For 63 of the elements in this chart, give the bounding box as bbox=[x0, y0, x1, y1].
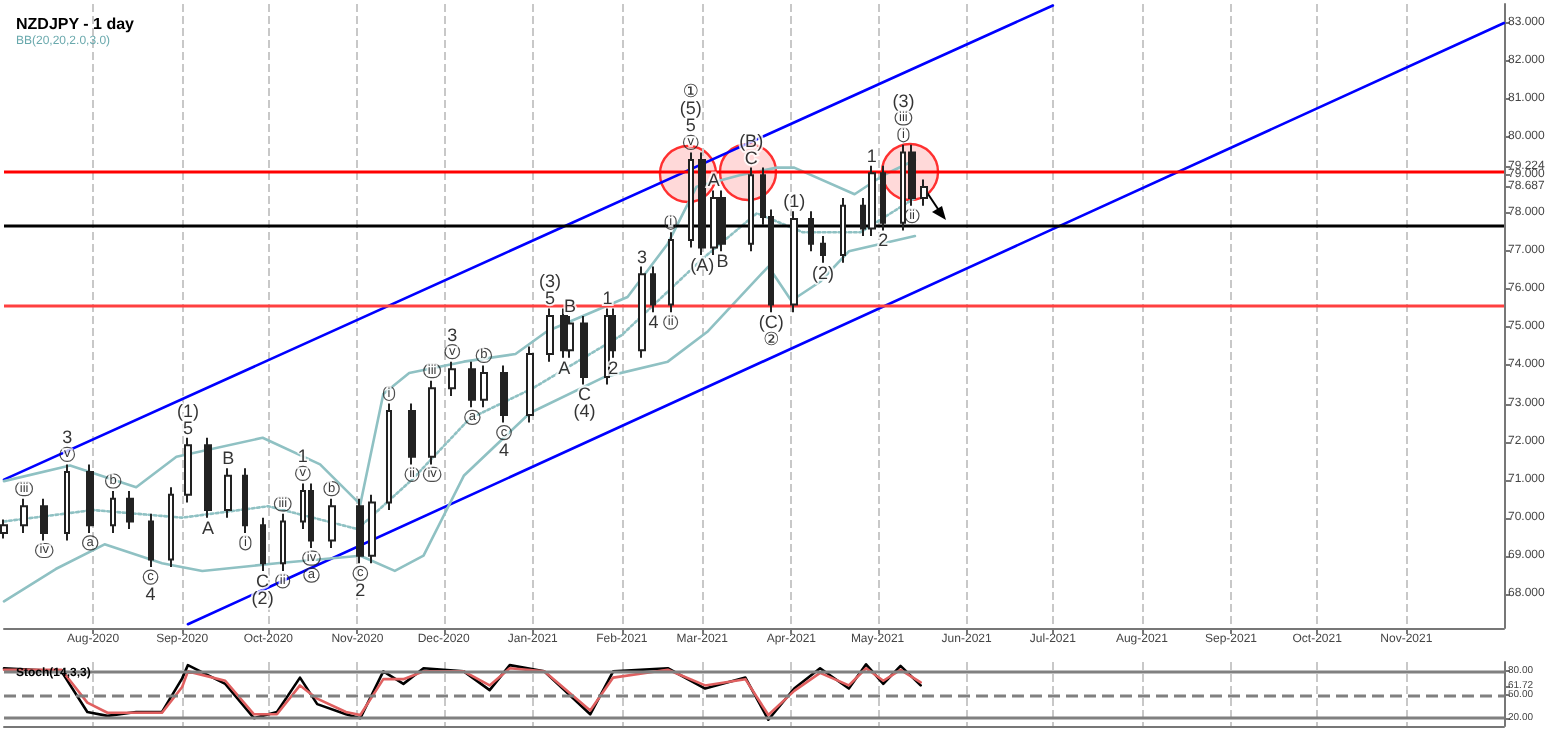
annotation: (C) bbox=[758, 312, 784, 333]
annotation: (2) bbox=[251, 587, 274, 608]
annotation: 5 bbox=[544, 288, 555, 309]
candlestick bbox=[260, 516, 266, 572]
candlestick bbox=[526, 345, 534, 424]
text: NZDJPY - 1 day bbox=[16, 15, 136, 33]
candlestick bbox=[698, 151, 706, 257]
candlestick bbox=[40, 497, 48, 542]
annotation: B bbox=[716, 251, 729, 272]
annotation: A bbox=[558, 357, 571, 378]
annotation: 2 bbox=[355, 580, 366, 601]
annotation: 2 bbox=[878, 230, 889, 251]
candlestick bbox=[224, 467, 232, 519]
annotation: (3) bbox=[538, 271, 561, 292]
candlestick bbox=[126, 490, 134, 531]
annotation: A bbox=[202, 517, 215, 538]
annotation: A bbox=[707, 170, 720, 191]
candlestick bbox=[204, 436, 212, 519]
annotation: ① bbox=[682, 81, 699, 102]
candlestick bbox=[638, 265, 646, 359]
annotation: 3 bbox=[636, 246, 647, 267]
candlestick bbox=[604, 307, 610, 386]
annotation: 3 bbox=[62, 427, 73, 448]
candlestick bbox=[242, 467, 248, 534]
candlestick bbox=[748, 166, 754, 253]
annotation: (2) bbox=[811, 262, 834, 283]
annotation: (A) bbox=[690, 255, 715, 276]
annotation: (3) bbox=[892, 90, 915, 111]
candlestick bbox=[808, 210, 814, 253]
annotation: B bbox=[222, 448, 235, 469]
candlestick bbox=[710, 189, 718, 257]
candlestick bbox=[546, 307, 554, 363]
candlestick bbox=[650, 265, 656, 314]
candlestick bbox=[566, 315, 574, 359]
annotation: (5) bbox=[679, 98, 702, 119]
annotation: ② bbox=[763, 329, 780, 350]
annotation: 4 bbox=[498, 439, 510, 460]
annotation: 4 bbox=[145, 584, 156, 605]
annotation: 1 bbox=[602, 288, 613, 309]
annotation: 4 bbox=[648, 312, 659, 333]
candlestick bbox=[840, 197, 846, 264]
candlestick bbox=[920, 178, 928, 207]
candlestick bbox=[580, 315, 588, 386]
annotation: (1) bbox=[783, 191, 806, 212]
candlestick bbox=[168, 486, 174, 569]
annotation: 1 bbox=[866, 145, 877, 166]
annotation: 5 bbox=[685, 115, 696, 136]
annotation: C bbox=[577, 384, 592, 405]
candlestick bbox=[880, 164, 886, 232]
annotation: 3 bbox=[447, 324, 458, 345]
annotation: 5 bbox=[182, 417, 193, 438]
candlestick bbox=[868, 164, 876, 238]
annotation: 1 bbox=[297, 446, 308, 467]
candlestick bbox=[368, 493, 376, 565]
annotation: C bbox=[744, 147, 759, 168]
candlestick bbox=[184, 436, 192, 504]
annotation: C bbox=[256, 570, 271, 591]
candlestick bbox=[408, 402, 416, 466]
candlestick bbox=[820, 235, 826, 264]
candlestick bbox=[718, 189, 726, 253]
annotation: (1) bbox=[176, 400, 199, 421]
candlestick bbox=[790, 210, 798, 314]
annotation: (4) bbox=[573, 401, 596, 422]
